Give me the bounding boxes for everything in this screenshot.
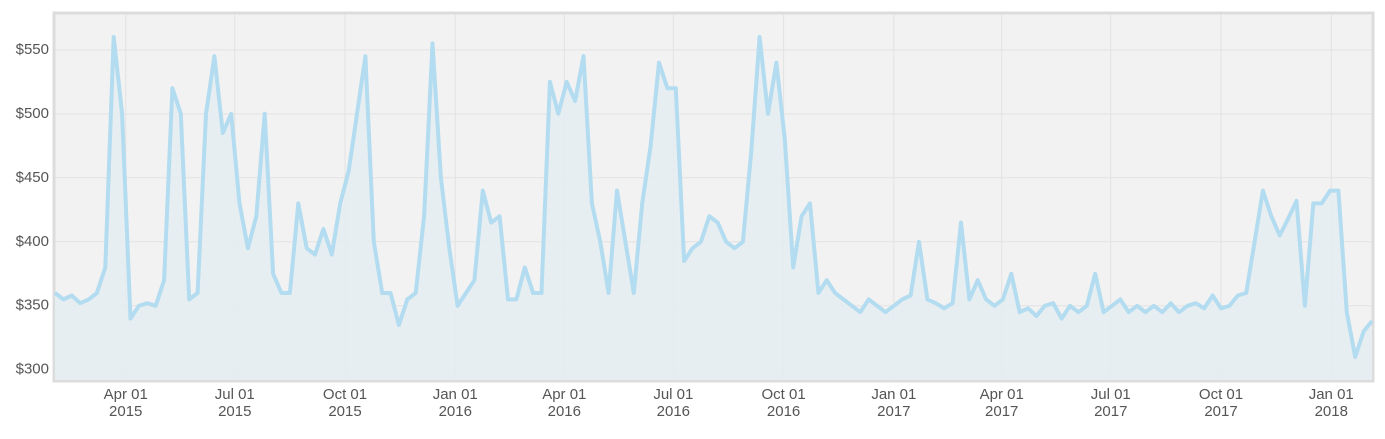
- y-tick-label: $350: [16, 297, 49, 314]
- x-tick-label: Jul 01: [1091, 386, 1131, 403]
- x-tick-label: 2017: [985, 403, 1018, 420]
- line: [53, 35, 1374, 359]
- x-tick-label: 2018: [1315, 403, 1348, 420]
- x-tick-label: 2016: [548, 403, 581, 420]
- x-tick-label: 2015: [109, 403, 142, 420]
- x-tick-label: Apr 01: [980, 386, 1024, 403]
- y-tick-label: $550: [16, 41, 49, 58]
- x-tick-label: Jan 01: [433, 386, 478, 403]
- x-tick-label: Apr 01: [542, 386, 586, 403]
- x-tick-label: 2016: [767, 403, 800, 420]
- x-tick-label: Jan 01: [1309, 386, 1354, 403]
- x-tick-label: 2015: [218, 403, 251, 420]
- x-tick-label: Apr 01: [104, 386, 148, 403]
- x-tick-label: Oct 01: [762, 386, 806, 403]
- y-tick-label: $500: [16, 105, 49, 122]
- x-tick-label: 2017: [1094, 403, 1127, 420]
- x-tick-label: Jul 01: [215, 386, 255, 403]
- x-tick-label: 2017: [1204, 403, 1237, 420]
- x-tick-label: 2017: [877, 403, 910, 420]
- x-tick-label: Oct 01: [323, 386, 367, 403]
- y-tick-label: $300: [16, 361, 49, 378]
- x-tick-label: Oct 01: [1199, 386, 1243, 403]
- x-tick-label: 2015: [328, 403, 361, 420]
- x-tick-label: Jul 01: [653, 386, 693, 403]
- x-tick-label: 2016: [657, 403, 690, 420]
- y-tick-label: $400: [16, 233, 49, 250]
- x-tick-label: Jan 01: [871, 386, 916, 403]
- x-tick-label: 2016: [439, 403, 472, 420]
- y-tick-label: $450: [16, 169, 49, 186]
